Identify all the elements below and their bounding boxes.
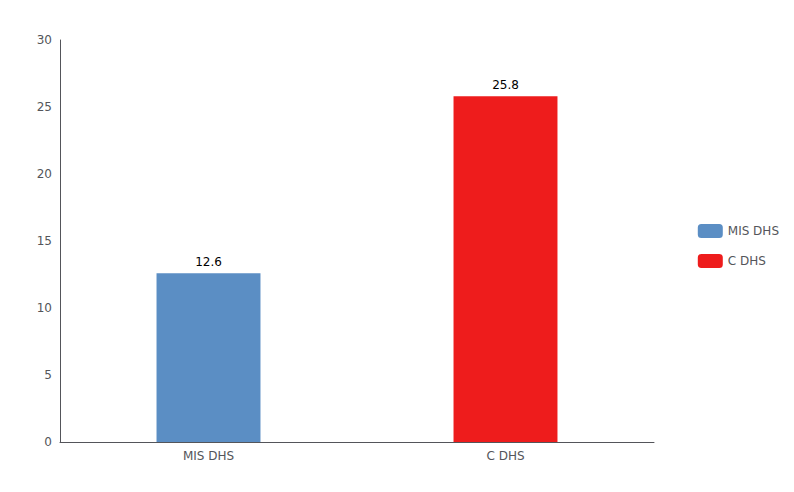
- svg-text:MIS DHS: MIS DHS: [728, 224, 779, 238]
- svg-text:15: 15: [37, 234, 52, 248]
- svg-text:20: 20: [37, 167, 52, 181]
- svg-text:0: 0: [44, 435, 52, 449]
- svg-text:25: 25: [37, 100, 52, 114]
- svg-text:25.8: 25.8: [492, 78, 519, 92]
- svg-text:C DHS: C DHS: [486, 449, 524, 463]
- svg-text:C DHS: C DHS: [728, 254, 766, 268]
- svg-text:30: 30: [37, 33, 52, 47]
- svg-text:5: 5: [44, 368, 52, 382]
- svg-text:10: 10: [37, 301, 52, 315]
- svg-text:12.6: 12.6: [195, 255, 222, 269]
- svg-text:MIS DHS: MIS DHS: [183, 449, 234, 463]
